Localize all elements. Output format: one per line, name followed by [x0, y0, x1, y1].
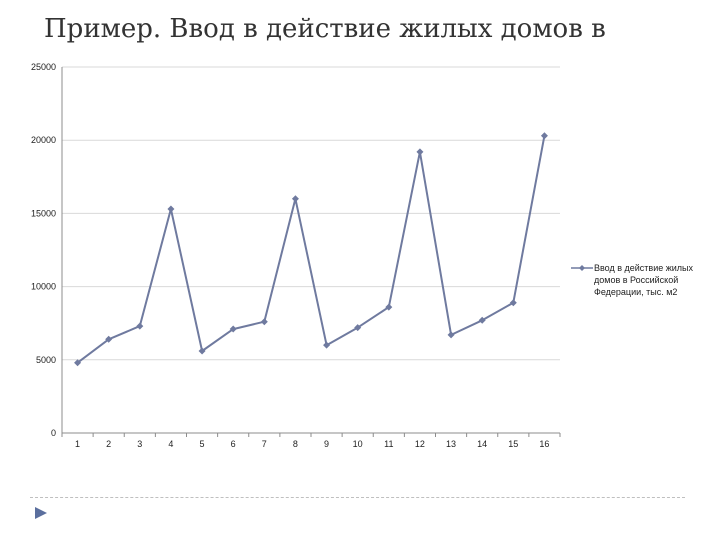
x-tick-label: 14 — [477, 439, 487, 449]
x-tick-label: 15 — [508, 439, 518, 449]
data-point — [229, 325, 237, 333]
data-point — [354, 324, 362, 332]
y-tick-label: 25000 — [31, 62, 56, 72]
y-tick-label: 0 — [51, 428, 56, 438]
data-point — [291, 195, 299, 203]
data-point — [167, 205, 175, 213]
data-point — [447, 331, 455, 339]
axes — [61, 67, 561, 437]
y-tick-label: 5000 — [36, 355, 56, 365]
data-point — [74, 359, 82, 367]
data-point — [260, 318, 268, 326]
x-tick-label: 10 — [353, 439, 363, 449]
x-tick-label: 12 — [415, 439, 425, 449]
x-tick-label: 7 — [262, 439, 267, 449]
data-point — [136, 322, 144, 330]
x-tick-label: 2 — [106, 439, 111, 449]
data-point — [198, 347, 206, 355]
x-tick-label: 9 — [324, 439, 329, 449]
data-point — [509, 299, 517, 307]
data-point — [385, 303, 393, 311]
x-tick-label: 16 — [539, 439, 549, 449]
legend-marker-icon — [571, 265, 593, 271]
legend: Ввод в действие жилых домов в Российской… — [570, 262, 700, 298]
gridlines — [62, 66, 560, 361]
triangle-right-icon[interactable] — [34, 506, 48, 520]
x-tick-label: 6 — [231, 439, 236, 449]
y-tick-label: 10000 — [31, 282, 56, 292]
data-point — [105, 335, 113, 343]
slide-title: Пример. Ввод в действие жилых домов в — [44, 14, 606, 44]
data-point — [540, 132, 548, 140]
x-tick-label: 1 — [75, 439, 80, 449]
data-point — [416, 148, 424, 156]
x-tick-labels: 1 2 3 4 5 6 7 8 9 10 11 12 13 14 15 16 — [75, 439, 549, 449]
y-tick-label: 20000 — [31, 135, 56, 145]
x-tick-label: 3 — [137, 439, 142, 449]
series-layer — [74, 132, 548, 367]
y-tick-label: 15000 — [31, 208, 56, 218]
series-line — [76, 135, 546, 364]
x-tick-label: 13 — [446, 439, 456, 449]
data-point — [478, 316, 486, 324]
data-point — [323, 341, 331, 349]
x-tick-label: 11 — [384, 439, 393, 449]
y-tick-labels: 0 5000 10000 15000 20000 25000 — [31, 62, 56, 438]
legend-label: Ввод в действие жилых домов в Российской… — [594, 263, 694, 297]
x-tick-label: 4 — [168, 439, 173, 449]
footer-divider — [30, 497, 685, 498]
x-tick-label: 8 — [293, 439, 298, 449]
x-tick-label: 5 — [200, 439, 205, 449]
